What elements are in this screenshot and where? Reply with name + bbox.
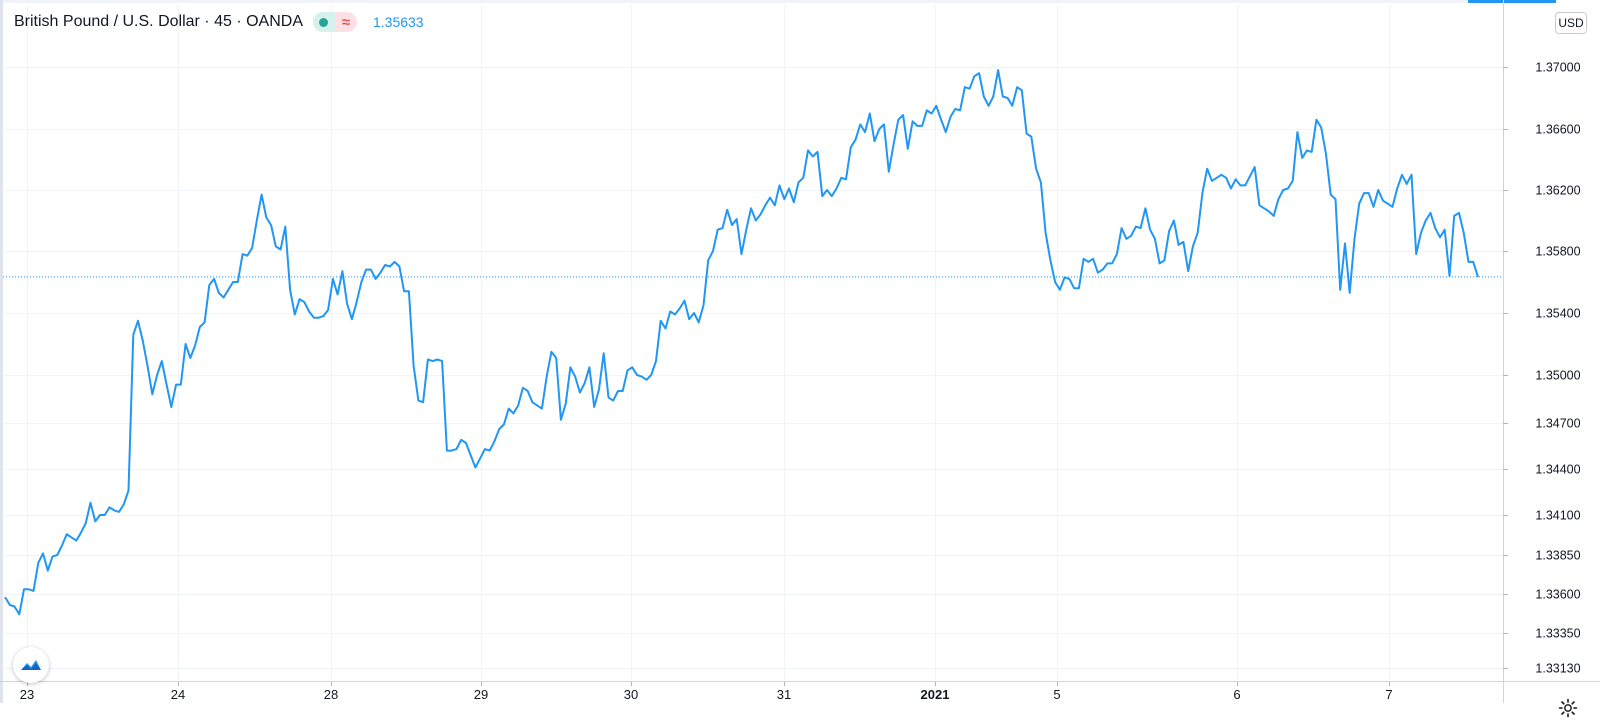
x-tick-label: 7 — [1385, 687, 1392, 702]
x-tick-label: 2021 — [921, 687, 950, 702]
approx-icon[interactable]: ≈ — [334, 12, 357, 32]
tradingview-logo-icon[interactable] — [13, 647, 49, 683]
tradingview-logo-glyph — [21, 660, 41, 670]
x-tick-label: 30 — [624, 687, 638, 702]
y-tick-label: 1.35000 — [1535, 369, 1580, 383]
toolbar-track — [0, 0, 1468, 3]
left-panel-edge — [0, 0, 3, 703]
x-tick-label: 29 — [474, 687, 488, 702]
last-price: 1.35633 — [372, 14, 424, 30]
y-tick-label: 1.33850 — [1535, 549, 1580, 563]
y-tick-label: 1.33600 — [1535, 588, 1580, 602]
chart-legend[interactable]: British Pound / U.S. Dollar · 45 · OANDA… — [14, 10, 424, 34]
x-tick-label: 6 — [1233, 687, 1240, 702]
y-tick-label: 1.33130 — [1535, 662, 1580, 676]
y-tick-label: 1.34700 — [1535, 417, 1580, 431]
price-line — [4, 69, 1479, 616]
y-tick-label: 1.37000 — [1535, 61, 1580, 75]
top-toolbar-edge — [0, 0, 1600, 3]
y-tick-label: 1.35400 — [1535, 307, 1580, 321]
y-tick-label: 1.36200 — [1535, 184, 1580, 198]
status-dot-icon[interactable] — [312, 12, 335, 32]
gear-icon[interactable] — [1556, 696, 1580, 720]
currency-button[interactable]: USD — [1555, 12, 1587, 34]
y-tick-label: 1.36600 — [1535, 123, 1580, 137]
active-tab-indicator — [1468, 0, 1556, 3]
y-tick-label: 1.34100 — [1535, 509, 1580, 523]
gear-glyph — [1558, 698, 1578, 718]
axes: 1.37000 1.36600 1.36200 1.35800 1.35400 1.350… — [0, 0, 1600, 703]
x-tick-label: 5 — [1053, 687, 1060, 702]
series-layer — [3, 69, 1503, 616]
y-tick-label: 1.33350 — [1535, 627, 1580, 641]
x-tick-label: 23 — [20, 687, 34, 702]
status-indicators[interactable]: ≈ — [312, 12, 357, 32]
y-tick-label: 1.35800 — [1535, 245, 1580, 259]
symbol-title[interactable]: British Pound / U.S. Dollar · 45 · OANDA — [14, 13, 303, 30]
grid — [3, 5, 1503, 681]
y-tick-label: 1.34400 — [1535, 463, 1580, 477]
x-tick-label: 28 — [324, 687, 338, 702]
x-tick-label: 31 — [777, 687, 791, 702]
x-tick-label: 24 — [171, 687, 185, 702]
